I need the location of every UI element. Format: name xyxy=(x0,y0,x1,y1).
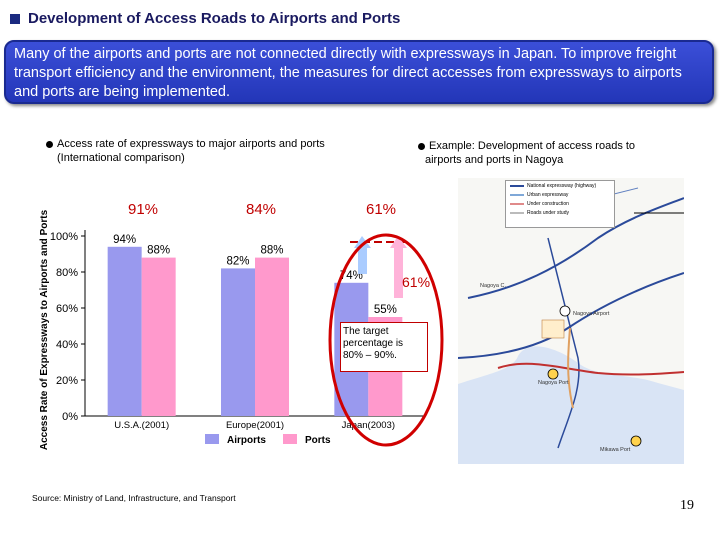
bullet-icon xyxy=(418,142,425,150)
category-label: Japan(2003) xyxy=(342,420,395,431)
map-legend-row: National expressway (highway) xyxy=(506,181,614,190)
combined-label-usa: 91% xyxy=(128,201,159,218)
category-label: U.S.A.(2001) xyxy=(114,420,169,431)
expressway-south xyxy=(547,237,580,449)
bar-value-label: 82% xyxy=(226,255,249,267)
legend-swatch xyxy=(283,434,297,444)
legend-label: Airports xyxy=(227,435,266,446)
road-under-construction xyxy=(497,362,684,376)
legend-swatch xyxy=(205,434,219,444)
nagoya-airport-icon xyxy=(559,305,571,317)
expressway-north xyxy=(467,197,684,299)
right-heading-line2: airports and ports in Nagoya xyxy=(425,154,564,166)
mikawa-port-icon xyxy=(630,435,642,447)
bar-ports-1 xyxy=(255,257,289,416)
bullet-icon xyxy=(46,140,53,148)
access-road xyxy=(567,327,574,409)
combined-label-japan: 61% xyxy=(366,201,397,218)
y-tick-label: 40% xyxy=(56,339,78,351)
map-legend-row: Under construction xyxy=(506,199,614,208)
legend-swatch xyxy=(510,211,524,214)
y-tick-label: 100% xyxy=(50,231,78,243)
bar-value-label: 94% xyxy=(113,234,136,246)
map-label-nagoya-port: Nagoya Port xyxy=(538,380,569,386)
legend-label: Ports xyxy=(305,435,331,446)
expressway-east xyxy=(458,272,684,359)
legend-label: Roads under study xyxy=(527,209,569,216)
y-axis-title: Access Rate of Expressways to Airports a… xyxy=(39,210,50,450)
target-value-label: 61% xyxy=(402,274,431,290)
legend-label: Under construction xyxy=(527,200,569,207)
legend-swatch xyxy=(510,202,524,205)
bar-ports-0 xyxy=(141,257,176,416)
category-label: Europe(2001) xyxy=(226,420,284,431)
bar-airports-1 xyxy=(221,268,255,416)
bar-value-label: 74% xyxy=(340,270,363,282)
bar-airports-0 xyxy=(107,246,142,416)
bar-value-label: 88% xyxy=(147,245,170,257)
map-legend-row: Urban expressway xyxy=(506,190,614,199)
legend-label: Urban expressway xyxy=(527,191,569,198)
right-heading: Example: Development of access roads to … xyxy=(418,139,635,167)
y-tick-label: 60% xyxy=(56,303,78,315)
page-number: 19 xyxy=(680,498,694,513)
right-heading-line1: Example: Development of access roads to xyxy=(429,140,636,152)
bar-value-label: 88% xyxy=(260,245,283,257)
map-legend: National expressway (highway) Urban expr… xyxy=(505,180,615,228)
bay-water xyxy=(458,346,684,464)
legend-label: National expressway (highway) xyxy=(527,182,597,189)
title-text: Development of Access Roads to Airports … xyxy=(28,10,401,27)
map-label-nagoya-airport: Nagoya Airport xyxy=(573,311,610,317)
y-tick-label: 80% xyxy=(56,267,78,279)
title-bullet-square xyxy=(10,13,20,24)
combined-label-europe: 84% xyxy=(246,201,277,218)
target-note-box: The target percentage is 80% – 90%. xyxy=(340,322,428,372)
map-label-nagoya-city: Nagoya C. xyxy=(480,283,506,289)
left-heading: Access rate of expressways to major airp… xyxy=(46,137,325,165)
map-legend-row: Roads under study xyxy=(506,208,614,217)
nagoya-port-icon xyxy=(547,368,559,380)
left-heading-line1: Access rate of expressways to major airp… xyxy=(57,138,325,150)
legend-swatch xyxy=(510,184,524,187)
intro-banner: Many of the airports and ports are not c… xyxy=(4,40,714,104)
y-tick-label: 0% xyxy=(62,411,78,423)
page-title: Development of Access Roads to Airports … xyxy=(10,10,400,27)
map-label-mikawa-port: Mikawa Port xyxy=(600,447,631,453)
map-drawing xyxy=(458,187,684,464)
left-heading-line2: (International comparison) xyxy=(57,152,185,164)
source-note: Source: Ministry of Land, Infrastructure… xyxy=(32,493,236,503)
bar-value-label: 55% xyxy=(374,304,397,316)
city-center-block xyxy=(541,319,565,339)
y-tick-label: 20% xyxy=(56,375,78,387)
legend-swatch xyxy=(510,193,524,196)
